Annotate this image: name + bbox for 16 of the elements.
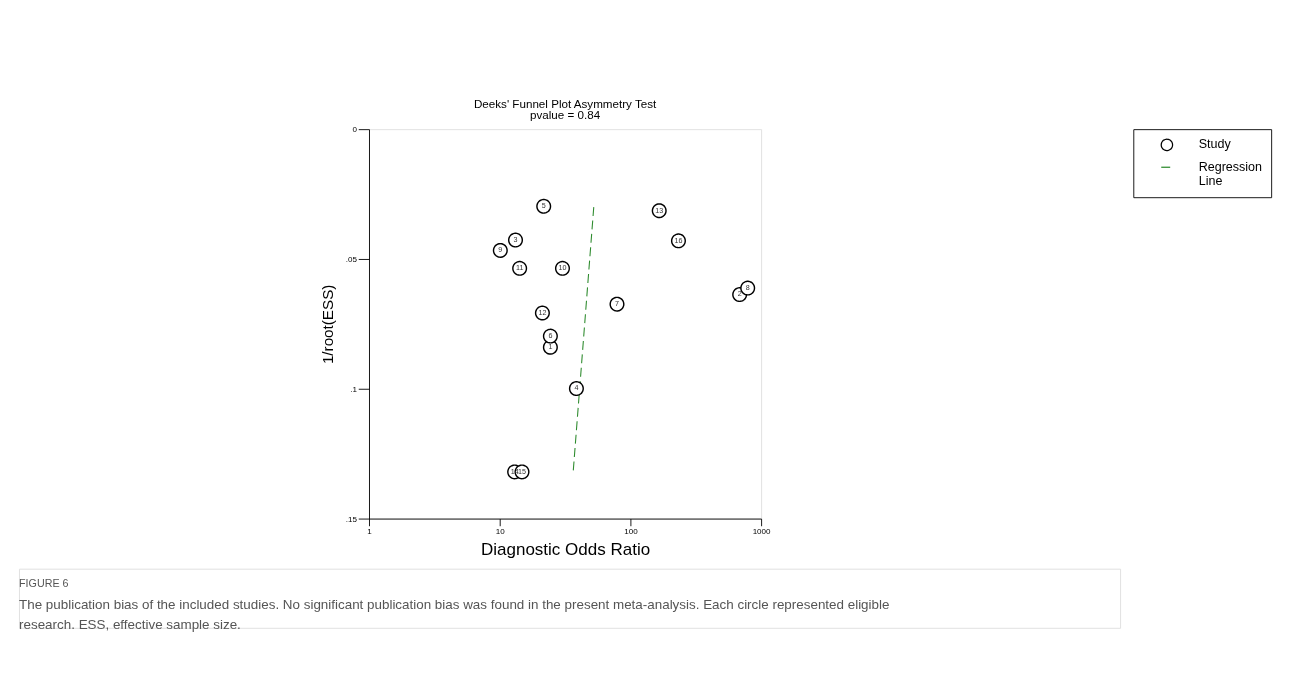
legend-label: Study (1198, 137, 1232, 152)
x-tick-label: 1 (367, 527, 373, 537)
x-axis-title: Diagnostic Odds Ratio (480, 539, 651, 559)
legend-label: Regression Line (1198, 159, 1263, 189)
chart-subtitle: pvalue = 0.84 (530, 108, 601, 122)
caption: FIGURE 6 (19, 576, 69, 589)
chart-title: Deeks' Funnel Plot Asymmetry Test (473, 96, 657, 110)
y-axis-title: 1/root(ESS) (319, 284, 337, 365)
x-tick-label: 100 (624, 527, 639, 537)
y-tick-label: 0 (352, 125, 358, 135)
x-tick-label: 10 (495, 527, 506, 537)
y-tick-label: .15 (345, 514, 358, 524)
x-tick-label: 1000 (752, 527, 772, 537)
text: The publication bias of the included studies. No significant publication bias was found in the present meta-analysis. Each circle represented eligible research. ESS, effective sample size. (19, 597, 890, 632)
y-tick-label: .1 (350, 384, 358, 394)
y-tick-label: .05 (345, 255, 358, 265)
